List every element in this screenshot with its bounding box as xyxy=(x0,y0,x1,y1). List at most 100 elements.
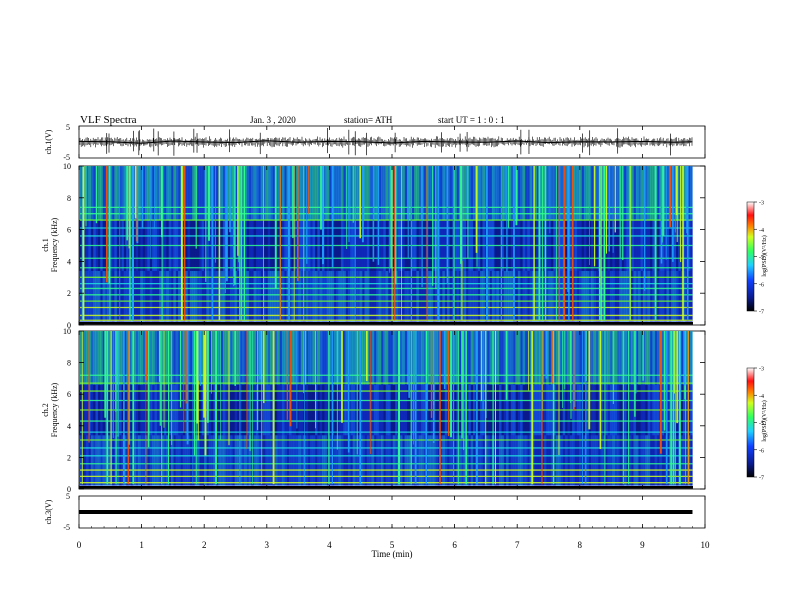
ch2-spec-cell xyxy=(560,331,563,385)
ch1-spec-cell xyxy=(333,166,337,221)
ch1-spec-cell xyxy=(581,166,585,221)
ch1-spec-cell xyxy=(263,270,266,322)
ch1-spec-cell xyxy=(609,166,613,221)
ch1-spec-cell xyxy=(227,166,231,221)
ch1-spec-cell xyxy=(121,270,125,322)
ch1-spec-cell xyxy=(607,270,611,322)
ch2-spec-cell xyxy=(657,435,660,486)
ch2-spec-cell xyxy=(192,331,195,385)
ch2-spec-cell xyxy=(107,331,110,385)
ch1-spec-cell xyxy=(404,166,408,221)
ch2-spec-cell xyxy=(664,435,667,486)
ch2-spec-cell xyxy=(253,435,257,486)
ch2-spec-cell xyxy=(456,435,460,486)
ch1-spec-cell xyxy=(645,166,648,221)
ch1-spec-cell xyxy=(449,270,453,322)
ch1-spec-cell xyxy=(385,270,389,322)
ch1-spec-cell xyxy=(487,166,490,221)
ch1-spec-cell xyxy=(631,270,634,322)
ch2-spec-cell xyxy=(671,331,674,385)
ch1-spec-cell xyxy=(133,270,136,322)
ch2-spec-cell xyxy=(576,331,580,385)
ch2-ytick-label: 0 xyxy=(67,485,71,494)
ch2-spec-cell xyxy=(513,435,516,486)
ch2-spec-cell xyxy=(237,435,240,486)
ch2-spec-cell xyxy=(175,331,179,385)
ch1-spec-cell xyxy=(171,270,174,322)
ch1-spec-cell xyxy=(661,270,665,322)
ch2-spec-cell xyxy=(687,435,691,486)
ch1-spec-cell xyxy=(253,270,257,322)
ch2-spec-cell xyxy=(395,435,398,486)
ch2-spec-cell xyxy=(182,435,186,486)
ch1-spec-cell xyxy=(442,166,446,221)
ch1-spec-cell xyxy=(569,166,573,221)
ch1-spec-cell xyxy=(428,270,431,322)
ch1-spec-cell xyxy=(178,166,181,221)
ch1-spec-cell xyxy=(366,270,370,322)
ch2-spec-cell xyxy=(142,435,146,486)
ch2-spec-cell xyxy=(399,331,403,385)
ch1-spec-cell xyxy=(506,270,509,322)
ch1-spec-cell xyxy=(286,270,290,322)
ch1-spec-cell xyxy=(595,270,599,322)
ch1-spec-cell xyxy=(508,166,512,221)
ch1-spec-cell xyxy=(234,166,238,221)
ch1-spec-cell xyxy=(456,270,460,322)
ch2-colorbar-tick-label: -7 xyxy=(759,476,764,482)
ch1-spec-cell xyxy=(532,166,535,221)
ch1-spec-cell xyxy=(416,166,420,221)
ch1-spec-cell xyxy=(215,166,219,221)
ch2-spec-cell xyxy=(270,331,273,385)
xtick-label: 9 xyxy=(640,540,645,550)
ch2-spec-cell xyxy=(506,435,509,486)
ch1-spec-cell xyxy=(364,166,368,221)
ch1-spec-cell xyxy=(631,166,634,221)
ch2-spec-cell xyxy=(239,331,243,385)
ch1-spec-cell xyxy=(348,270,351,322)
ch2-spec-cell xyxy=(291,435,295,486)
ch1-spec-cell xyxy=(635,270,639,322)
ch1-spec-cell xyxy=(371,270,375,322)
ch2-spec-cell xyxy=(640,435,644,486)
ch1-spec-cell xyxy=(642,270,646,322)
ch1-spec-cell xyxy=(208,270,212,322)
ch2-spec-cell xyxy=(425,435,429,486)
start-time-label: start UT = 1 : 0 : 1 xyxy=(438,115,505,125)
ch2-spec-cell xyxy=(642,435,646,486)
ch2-spec-cell xyxy=(473,331,476,385)
ch2-spec-cell xyxy=(373,435,377,486)
ch1-spec-cell xyxy=(517,270,521,322)
ch1-spec-cell xyxy=(499,270,502,322)
ch2-spec-cell xyxy=(168,331,172,385)
ch1-spec-cell xyxy=(138,270,141,322)
ch1-spec-cell xyxy=(173,270,177,322)
ch1-spec-cell xyxy=(303,166,306,221)
ch1-spec-cell xyxy=(593,270,597,322)
ch2-spec-cell xyxy=(296,331,299,385)
ch2-spec-cell xyxy=(298,331,302,385)
ch1-spec-cell xyxy=(338,270,342,322)
xtick-label: 1 xyxy=(139,540,144,550)
ch2-spec-cell xyxy=(591,331,594,385)
ch1-spec-cell xyxy=(463,270,467,322)
ch1-spec-cell xyxy=(635,166,639,221)
ch1-spec-cell xyxy=(444,270,448,322)
ch2-spec-cell xyxy=(562,331,566,385)
ch1-spec-cell xyxy=(312,270,316,322)
ch2-spec-cell xyxy=(253,331,257,385)
ch2-spec-cell xyxy=(147,435,151,486)
time-axis-label: Time (min) xyxy=(372,549,413,559)
ch1-spec-cell xyxy=(222,166,226,221)
ch1-spec-cell xyxy=(244,166,247,221)
ch1-spec-cell xyxy=(352,166,356,221)
ch2-spec-cell xyxy=(263,435,266,486)
ch1-spec-cell xyxy=(105,270,108,322)
ch2-spec-cell xyxy=(638,331,641,385)
ch1-spec-cell xyxy=(532,270,535,322)
ch1-spec-cell xyxy=(296,270,299,322)
ch1-spectrogram-ylabel-1: ch.1 xyxy=(41,238,50,252)
ch2-colorbar-label: log(PSD)(V²/Hz) xyxy=(761,400,768,441)
ch2-spec-cell xyxy=(187,331,191,385)
ch2-spec-cell xyxy=(569,435,573,486)
